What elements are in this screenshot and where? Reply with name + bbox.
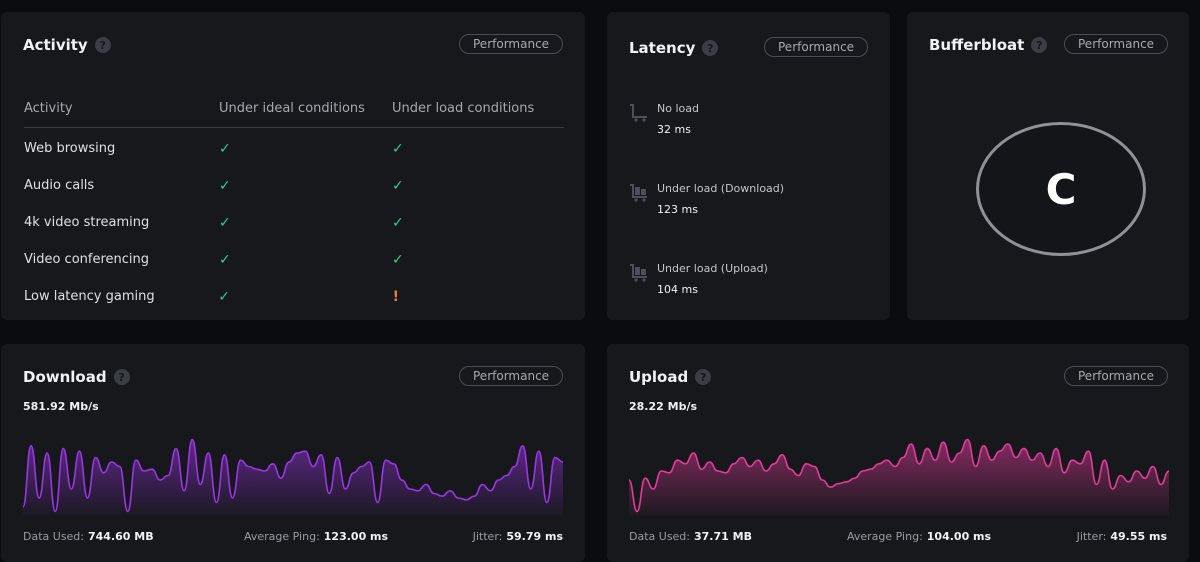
help-icon[interactable]: ? [1031, 37, 1048, 53]
check-icon: ✓ [219, 214, 231, 231]
bufferbloat-grade: C [976, 122, 1146, 256]
activity-name: Low latency gaming [24, 289, 155, 304]
warning-icon: ! [392, 288, 400, 305]
upload-jitter: Jitter: 49.55 ms [1077, 530, 1167, 543]
bufferbloat-performance-button[interactable]: Performance [1064, 34, 1169, 54]
check-icon: ✓ [392, 177, 404, 194]
data-used-label: Data Used: [629, 530, 690, 543]
download-title-text: Download [23, 368, 107, 386]
help-icon[interactable]: ? [702, 40, 719, 56]
data-used-value: 744.60 MB [88, 530, 154, 543]
check-icon: ✓ [219, 251, 231, 268]
jitter-label: Jitter: [472, 530, 503, 543]
latency-label: Under load (Upload) [657, 262, 768, 275]
latency-value: 123 ms [657, 203, 698, 216]
upload-avg-ping: Average Ping: 104.00 ms [847, 530, 991, 543]
avg-ping-label: Average Ping: [847, 530, 923, 543]
latency-item-no-load: No load 32 ms [629, 102, 699, 136]
download-title: Download ? [23, 368, 130, 386]
upload-card: Upload ? Performance 28.22 Mb/s Data Use… [607, 344, 1189, 562]
check-icon: ✓ [392, 251, 404, 268]
check-icon: ✓ [392, 214, 404, 231]
download-jitter: Jitter: 59.79 ms [473, 530, 563, 543]
activity-title: Activity ? [23, 36, 111, 54]
data-used-label: Data Used: [23, 530, 84, 543]
latency-item-upload: Under load (Upload) 104 ms [629, 262, 768, 296]
latency-title: Latency ? [629, 39, 719, 57]
upload-data-used: Data Used: 37.71 MB [629, 530, 752, 543]
help-icon[interactable]: ? [695, 369, 712, 385]
avg-ping-value: 123.00 ms [323, 530, 389, 543]
bufferbloat-title: Bufferbloat ? [929, 36, 1048, 54]
download-avg-ping: Average Ping: 123.00 ms [244, 530, 388, 543]
check-icon: ✓ [392, 140, 404, 157]
upload-title-text: Upload [629, 368, 689, 386]
upload-graph [629, 438, 1169, 516]
graph-line [629, 438, 1169, 513]
latency-item-download: Under load (Download) 123 ms [629, 182, 784, 216]
latency-value: 104 ms [657, 283, 698, 296]
download-speed: 581.92 Mb/s [23, 400, 99, 413]
latency-card: Latency ? Performance No load 32 ms Unde… [607, 12, 890, 320]
upload-speed: 28.22 Mb/s [629, 400, 698, 413]
latency-title-text: Latency [629, 39, 696, 57]
check-icon: ✓ [219, 140, 231, 157]
latency-label: No load [657, 102, 699, 115]
header-load: Under load conditions [392, 100, 535, 116]
download-performance-button[interactable]: Performance [459, 366, 564, 386]
latency-value: 32 ms [657, 123, 691, 136]
cart-loaded-icon [630, 264, 647, 282]
table-row: Low latency gaming ✓ ! [24, 278, 564, 315]
jitter-value: 49.55 ms [1110, 530, 1167, 543]
latency-performance-button[interactable]: Performance [764, 37, 869, 57]
upload-performance-button[interactable]: Performance [1064, 366, 1169, 386]
table-row: Audio calls ✓ ✓ [24, 167, 564, 204]
cart-loaded-icon [630, 184, 647, 202]
activity-card: Activity ? Performance Activity Under id… [1, 12, 585, 320]
avg-ping-label: Average Ping: [244, 530, 320, 543]
activity-performance-button[interactable]: Performance [459, 34, 564, 54]
jitter-label: Jitter: [1076, 530, 1107, 543]
check-icon: ✓ [219, 177, 231, 194]
graph-area [629, 439, 1169, 516]
latency-label: Under load (Download) [657, 182, 785, 195]
activity-name: Web browsing [24, 141, 116, 156]
table-row: Video conferencing ✓ ✓ [24, 241, 564, 278]
graph-area [23, 439, 563, 516]
activity-table: Activity Under ideal conditions Under lo… [24, 89, 564, 315]
download-graph [23, 438, 563, 516]
help-icon[interactable]: ? [94, 37, 111, 53]
header-activity: Activity [24, 100, 73, 116]
table-row: Web browsing ✓ ✓ [24, 130, 564, 167]
help-icon[interactable]: ? [113, 369, 130, 385]
bufferbloat-title-text: Bufferbloat [929, 36, 1025, 54]
activity-table-header: Activity Under ideal conditions Under lo… [24, 89, 564, 128]
activity-name: Audio calls [24, 178, 95, 193]
header-ideal: Under ideal conditions [219, 100, 365, 116]
avg-ping-value: 104.00 ms [926, 530, 992, 543]
activity-name: 4k video streaming [24, 215, 150, 230]
jitter-value: 59.79 ms [506, 530, 563, 543]
upload-title: Upload ? [629, 368, 712, 386]
table-row: 4k video streaming ✓ ✓ [24, 204, 564, 241]
cart-empty-icon [630, 104, 647, 122]
check-icon: ✓ [218, 288, 231, 305]
activity-name: Video conferencing [24, 252, 150, 267]
download-card: Download ? Performance 581.92 Mb/s Data … [1, 344, 585, 562]
bufferbloat-card: Bufferbloat ? Performance C [907, 12, 1189, 320]
activity-title-text: Activity [23, 36, 88, 54]
data-used-value: 37.71 MB [694, 530, 752, 543]
graph-line [23, 438, 563, 513]
download-data-used: Data Used: 744.60 MB [23, 530, 154, 543]
